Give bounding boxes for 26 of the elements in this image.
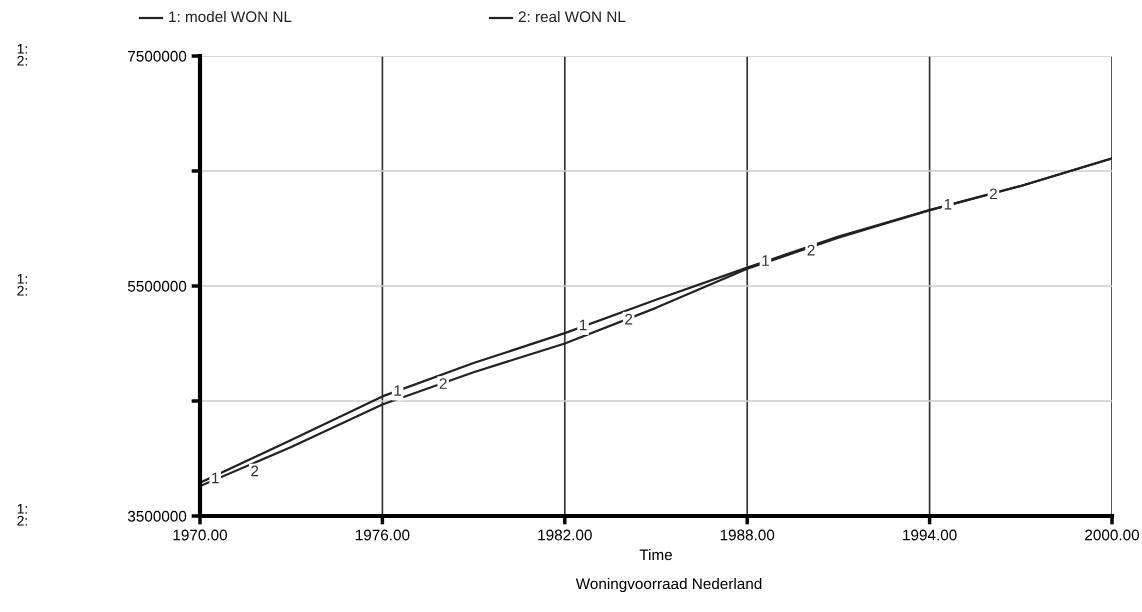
annotation: 2 xyxy=(251,465,259,477)
annotation: 2 xyxy=(989,188,997,200)
text: 1: 2: xyxy=(17,44,27,66)
legend-label: 1: model WON NL xyxy=(169,10,292,23)
text: 1: 2: xyxy=(17,274,27,296)
x-tick-label: 1982.00 xyxy=(538,529,592,541)
x-axis-title: Time xyxy=(639,548,673,561)
annotation: 1 xyxy=(212,472,219,484)
annotation: 1 xyxy=(944,198,952,210)
annotation: 1 xyxy=(579,319,587,331)
x-tick-label: 2000.00 xyxy=(1085,529,1140,541)
text: 1: 2: xyxy=(17,504,27,526)
x-tick-label: 1976.00 xyxy=(355,529,410,541)
y-tick-label: 3500000 xyxy=(127,510,187,522)
x-tick-label: 1988.00 xyxy=(720,529,775,541)
y-tick-label: 7500000 xyxy=(128,50,187,62)
annotation: 2 xyxy=(807,244,815,256)
x-tick-label: 1994.00 xyxy=(903,529,957,541)
x-tick-label: 1970.00 xyxy=(173,529,228,541)
annotation: 2 xyxy=(625,313,633,325)
text: Woningvoorraad Nederland xyxy=(575,577,762,593)
annotation: 1 xyxy=(762,255,769,266)
annotation: 2 xyxy=(439,378,447,389)
legend-label: 2: real WON NL xyxy=(518,10,626,23)
annotation: 1 xyxy=(394,385,402,396)
y-tick-label: 5500000 xyxy=(127,280,187,292)
